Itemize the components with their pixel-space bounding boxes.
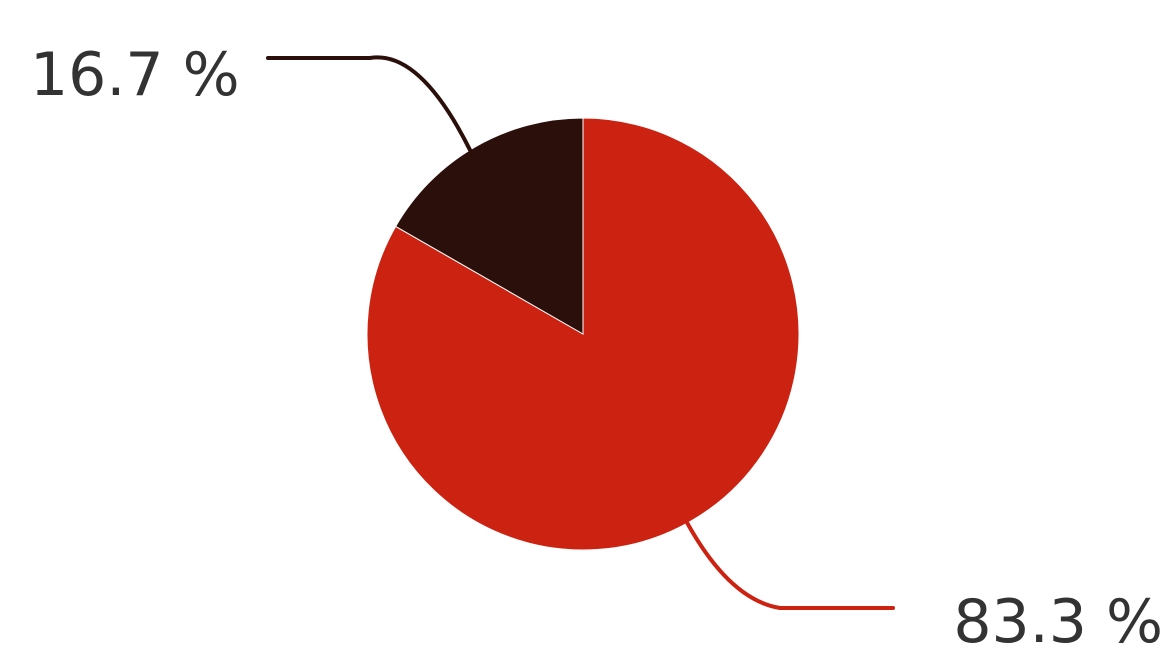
leader-line	[685, 521, 895, 610]
data-label: 16.7 %	[30, 40, 240, 110]
pie-slices	[366, 117, 800, 551]
data-labels: 83.3 % 16.7 %	[30, 40, 1163, 648]
leader-line	[266, 55, 472, 152]
pie-slice	[395, 117, 584, 335]
leader-lines	[266, 55, 895, 610]
data-label: 83.3 %	[953, 587, 1163, 648]
